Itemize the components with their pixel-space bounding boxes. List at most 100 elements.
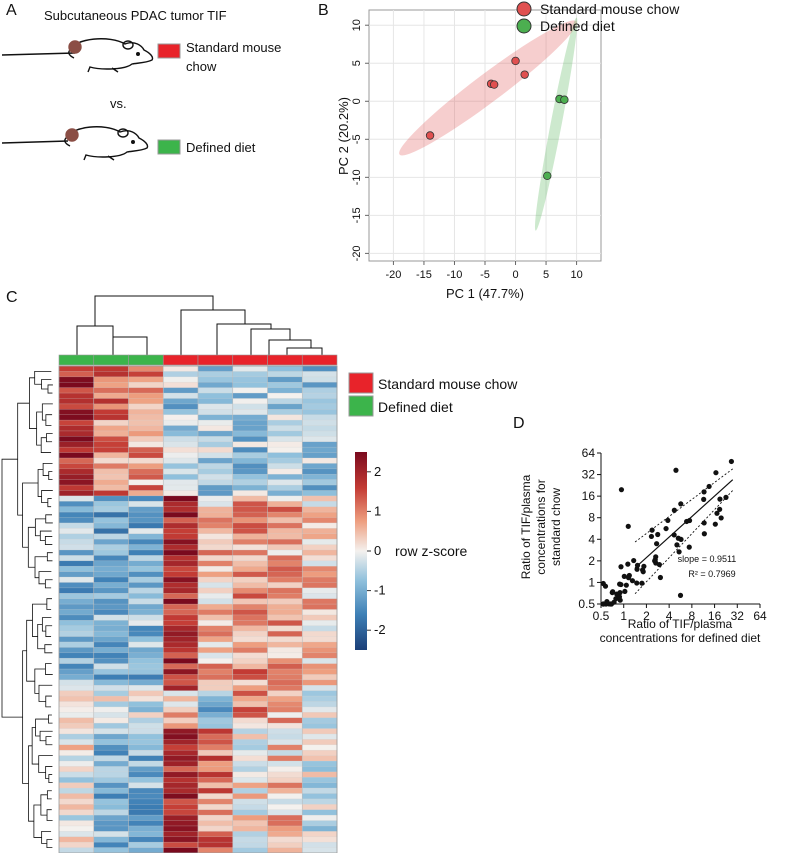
heatmap-cell [163,766,199,773]
heatmap-cell [128,582,164,589]
colorbar-tick-label: 2 [374,464,381,479]
heatmap-cell [198,577,234,583]
heatmap-cell [93,733,129,740]
heatmap-cell [302,798,338,805]
heatmap-cell [302,669,338,675]
heatmap-cell [59,598,95,605]
row-dendrogram-branch [48,774,53,784]
heatmap-cell [93,528,129,535]
heatmap-cell [232,414,268,421]
row-dendrogram-branch [29,377,37,429]
heatmap-cell [128,625,164,632]
heatmap-cell [59,495,95,502]
heatmap-cell [59,788,95,794]
heatmap-cell [267,636,303,643]
heatmap-cell [163,771,199,778]
heatmap-cell [232,820,268,827]
heatmap-cell [232,620,268,627]
heatmap-cell [128,560,164,567]
heatmap-cell [267,701,303,708]
heatmap-cell [198,847,234,853]
heatmap-cell [302,366,338,372]
heatmap-cell [302,750,338,756]
heatmap-cell [163,598,199,605]
heatmap-cell [93,463,129,470]
heatmap-cell [59,371,95,378]
heatmap-cell [93,587,129,594]
heatmap-cell [163,804,199,811]
heatmap-cell [232,842,268,848]
heatmap-cell [302,620,338,627]
heatmap-cell [198,842,234,848]
heatmap-cell [267,782,303,789]
heatmap-cell [302,766,338,773]
heatmap-cell [267,560,303,567]
heatmap-cell [93,549,129,556]
heatmap-cell [232,766,268,773]
d-point [625,561,631,567]
heatmap-cell [232,506,268,513]
d-point [701,531,707,537]
heatmap-cell [302,539,338,545]
heatmap-cell [232,728,268,735]
heatmap-cell [198,420,234,426]
pca-x-tick-label: 5 [543,269,549,281]
heatmap-cell [267,625,303,632]
heatmap-cell [302,761,338,767]
heatmap-cell [59,690,95,697]
colorbar [355,452,367,650]
heatmap-cell [59,674,95,681]
heatmap-cell [198,798,234,805]
heatmap-cell [267,825,303,832]
d-point [655,531,661,538]
heatmap-cell [59,560,95,567]
heatmap-cell [59,815,95,821]
heatmap-cell [128,463,164,470]
heatmap-cell [302,420,338,426]
heatmap-cell [93,414,129,421]
heatmap-cell [198,804,234,811]
heatmap-cell [59,533,95,540]
heatmap-cell [302,712,338,719]
heatmap-cell [232,539,268,545]
heatmap-cell [128,701,164,708]
row-dendrogram-branch [48,714,53,724]
heatmap-cell [232,755,268,762]
heatmap-cell [59,798,95,805]
heatmap-cell [128,403,164,410]
heatmap-cell [128,782,164,789]
heatmap-cell [302,658,338,664]
d-points [600,458,735,607]
heatmap-cell [198,744,234,751]
heatmap-cell [302,441,338,448]
heatmap-cell [93,609,129,616]
d-point [665,517,671,524]
heatmap-cell [232,701,268,708]
row-dendrogram-branch [41,379,52,390]
heatmap-cell [302,593,338,599]
pca-y-tick-label: 0 [351,98,363,104]
heatmap-cell [163,712,199,719]
row-dendrogram-branch [46,433,53,443]
heatmap-cell [163,485,199,491]
d-point [611,599,617,605]
heatmap-cell [128,804,164,811]
heatmap-cell [128,706,164,713]
heatmap-cell [302,457,338,464]
heatmap-cell [232,382,268,388]
colorbar-ticks: 2 1 0 -1 -2 [367,464,386,637]
heatmap-cell [198,447,234,453]
d-x-tick-label: 64 [753,609,767,623]
heatmap-cell [302,701,338,708]
heatmap-cell [267,690,303,697]
heatmap-cell [93,441,129,448]
d-x-tick-label: 16 [708,609,722,623]
heatmap-cell [302,403,338,410]
heatmap-cell [163,636,199,643]
heatmap-cell [163,436,199,443]
row-dendrogram-branch [34,518,46,537]
heatmap-cell [198,441,234,448]
heatmap-cell [59,593,95,599]
heatmap-cell [267,382,303,388]
heatmap-cell [93,512,129,518]
